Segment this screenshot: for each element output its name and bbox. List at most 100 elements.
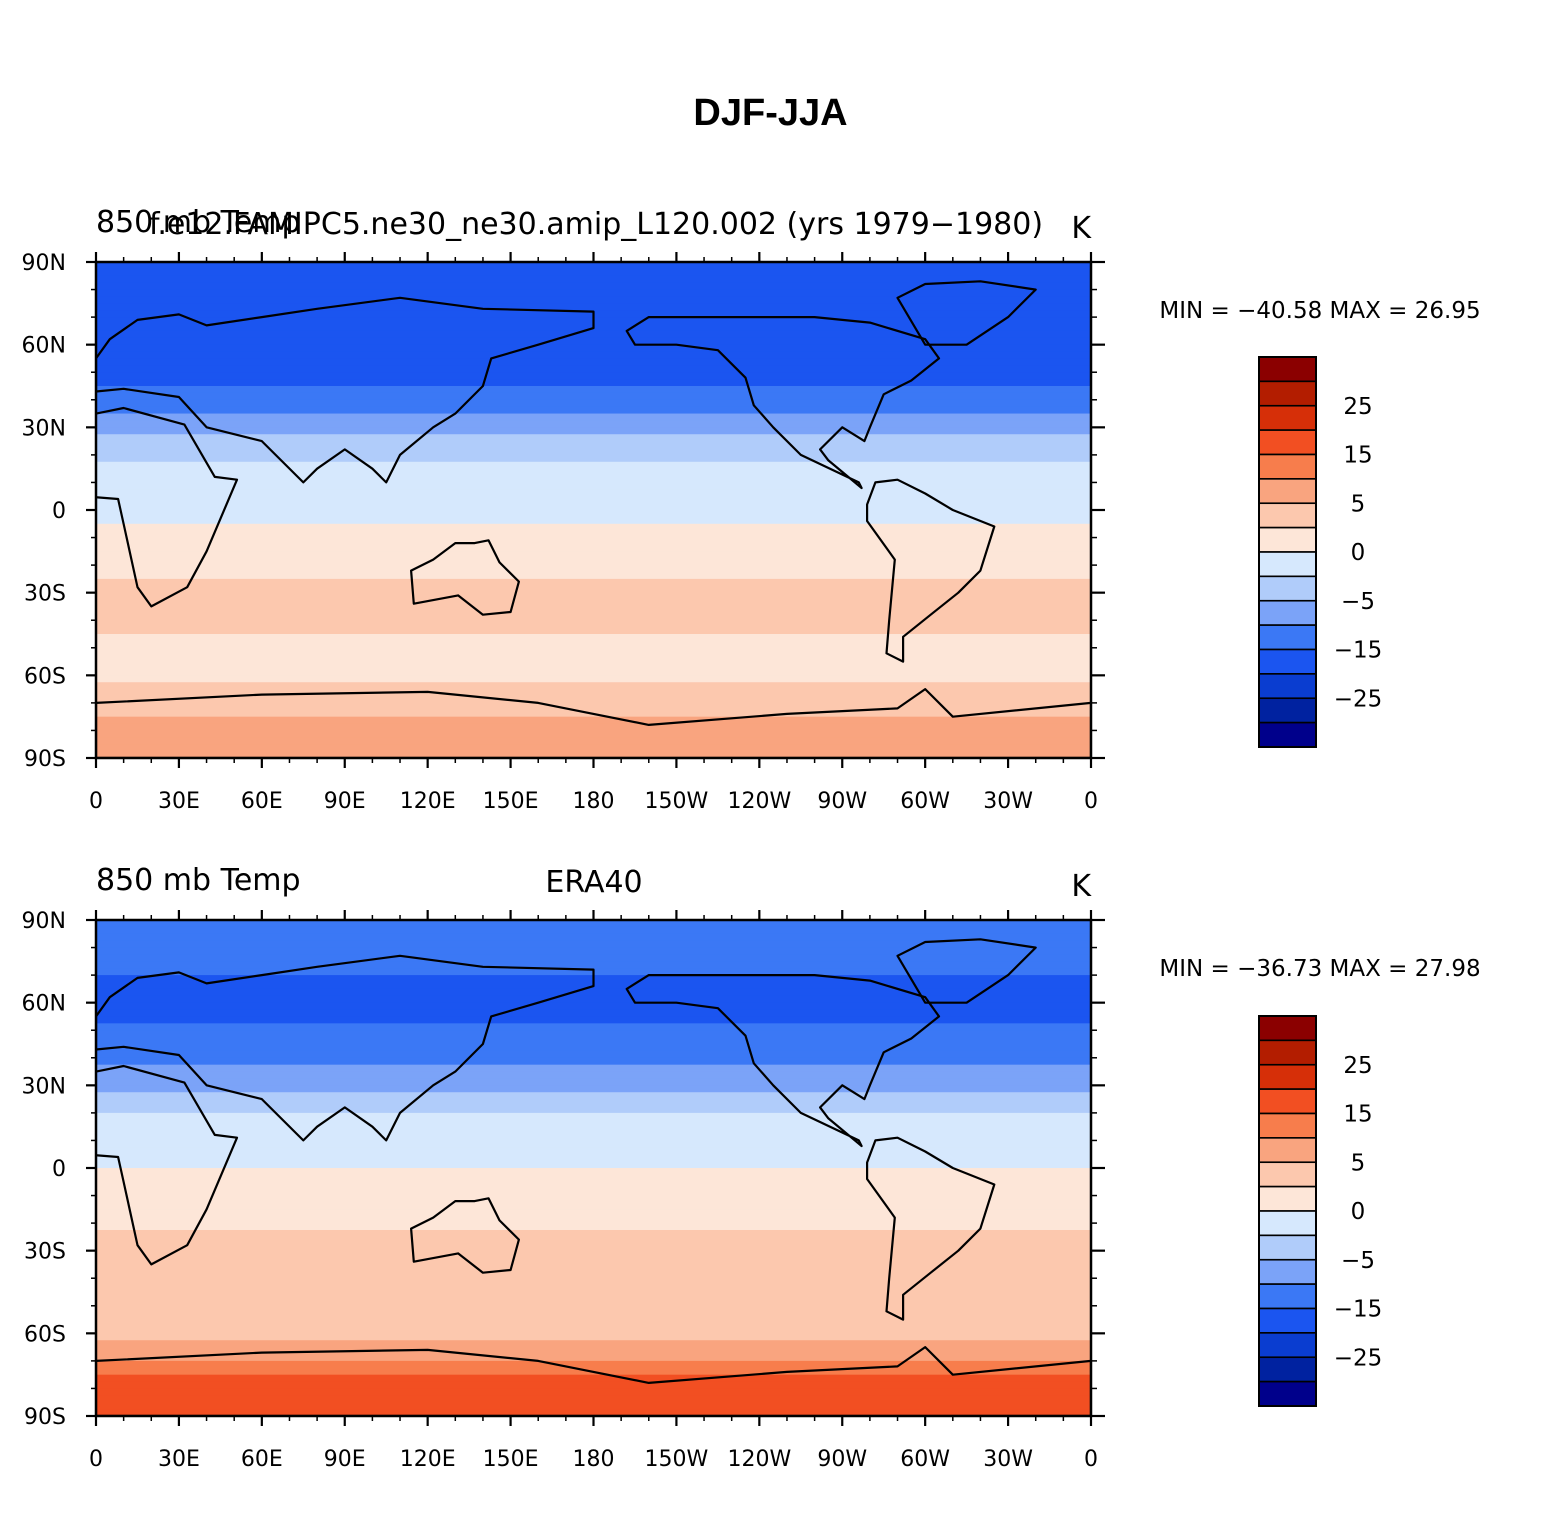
colorbar-label: −25 [1334,1345,1383,1371]
heat-band [96,1174,1091,1183]
colorbar-swatch [1258,526,1317,553]
heat-band [96,427,1091,435]
colorbar-swatch [1258,404,1317,431]
heat-band [96,1195,1091,1204]
heat-band [96,668,1091,676]
y-tick-label: 90S [24,747,66,772]
coastline [625,974,941,1148]
coastline [96,1064,239,1266]
heat-band [96,1112,1091,1121]
colorbar-swatch [1258,453,1317,480]
y-tick-label: 90S [24,1405,66,1430]
x-tick-label: 120W [727,789,791,814]
heat-band [96,516,1091,525]
coastline [625,316,941,490]
heat-band [96,1064,1091,1073]
y-tick-label: 0 [52,499,66,524]
heat-band [96,351,1091,360]
heat-band [96,737,1091,745]
heat-band [96,558,1091,566]
heat-band [96,954,1091,962]
colorbar-label: 15 [1343,443,1372,469]
heat-band [96,620,1091,628]
colorbar-swatch [1258,1039,1317,1066]
panel-units: K [1071,869,1092,904]
heat-band [96,392,1091,401]
heat-band [96,572,1091,580]
coastline [96,406,239,608]
heat-band [96,1236,1091,1245]
heat-band [96,1154,1091,1162]
x-tick-label: 0 [1084,789,1098,814]
heat-band [96,358,1091,366]
colorbar-label: 0 [1351,540,1366,566]
heat-band [96,1181,1091,1190]
colorbar-swatch [1258,1332,1317,1359]
heat-band [96,372,1091,380]
heat-band [96,289,1091,298]
heat-band [96,1209,1091,1217]
heat-band [96,647,1091,656]
heat-band [96,640,1091,649]
heat-band [96,565,1091,573]
heat-band [96,1285,1091,1293]
heat-band [96,386,1091,394]
colorbar-swatch [1258,1210,1317,1237]
heat-band [96,379,1091,387]
colorbar-label: 25 [1343,394,1372,420]
colorbar-label: −15 [1334,638,1383,664]
heat-band [96,1002,1091,1011]
heat-band [96,262,1091,270]
y-tick-label: 30N [22,1074,66,1099]
heat-band [96,634,1091,642]
panel-center-title: ERA40 [545,865,642,900]
x-tick-label: 120E [400,789,456,814]
heat-band [96,448,1091,456]
heat-band [96,1340,1091,1348]
heat-band [96,420,1091,428]
heat-band [96,744,1091,752]
panel-left-title: 850 mb Temp [96,205,301,240]
colorbar-swatch [1258,673,1317,700]
heat-band [96,1044,1091,1052]
x-tick-label: 90W [817,789,867,814]
x-tick-label: 150W [645,1447,709,1472]
colorbar-swatch [1258,478,1317,505]
heat-band [96,689,1091,697]
heat-band [96,961,1091,969]
colorbar-label: 5 [1351,1150,1366,1176]
heat-band [96,578,1091,587]
heat-band [96,551,1091,559]
heat-band [96,1333,1091,1341]
x-tick-label: 150E [483,1447,539,1472]
x-tick-label: 30E [158,1447,200,1472]
heat-band [96,1264,1091,1272]
heat-band [96,696,1091,704]
heat-band [96,933,1091,942]
x-tick-label: 30E [158,789,200,814]
x-tick-label: 90W [817,1447,867,1472]
x-tick-label: 30W [983,1447,1033,1472]
colorbar-swatch [1258,575,1317,602]
heat-band [96,627,1091,635]
colorbar-swatch [1258,1283,1317,1310]
heat-band [96,675,1091,683]
coastline [96,1346,1091,1416]
heat-band [96,530,1091,539]
y-tick-label: 60N [22,334,66,359]
heat-band [96,988,1091,997]
colorbar-swatch [1258,1258,1317,1285]
heat-band [96,730,1091,738]
coastline [96,688,1091,758]
heat-band [96,1037,1091,1045]
x-tick-label: 60E [241,1447,283,1472]
coastline [896,938,1037,1004]
y-tick-label: 30S [24,582,66,607]
heat-band [96,1381,1091,1390]
x-tick-label: 60W [900,1447,950,1472]
x-tick-label: 60W [900,789,950,814]
heat-band [96,1078,1091,1086]
x-tick-label: 30W [983,789,1033,814]
colorbar-swatch [1258,599,1317,626]
heat-band [96,940,1091,949]
